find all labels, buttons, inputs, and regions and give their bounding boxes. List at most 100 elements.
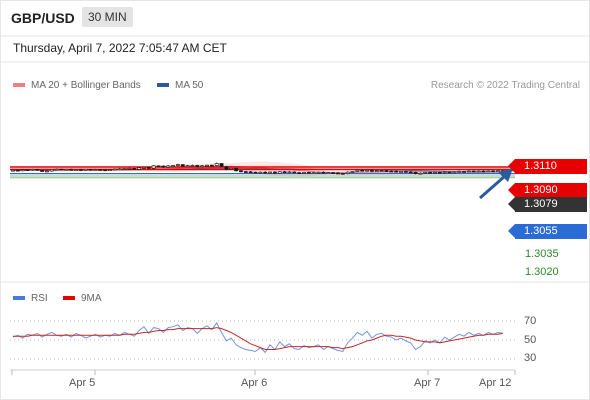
support-2-label: 1.3020 <box>525 266 559 278</box>
candle-body <box>132 167 137 170</box>
candle-body <box>336 172 340 175</box>
candle-body <box>263 171 268 174</box>
candle-body <box>462 171 467 173</box>
candle-body <box>166 165 171 168</box>
resistance-2-tag: 1.3110 <box>508 159 587 174</box>
candle-body <box>88 169 93 171</box>
candle-body <box>205 164 209 167</box>
candle-body <box>321 171 326 174</box>
candle-body <box>496 170 500 173</box>
candle-body <box>180 164 185 167</box>
candle-body <box>471 170 476 173</box>
candle-body <box>466 170 471 173</box>
forecast-arrow <box>479 174 506 200</box>
research-credit: Research © 2022 Trading Central <box>430 80 580 91</box>
candle-body <box>74 169 78 171</box>
legend-rsi: RSI <box>13 293 48 304</box>
x-tick-label: Apr 6 <box>241 377 268 389</box>
candle-body <box>11 169 15 172</box>
candle-body <box>369 169 374 172</box>
candle-body <box>345 171 350 174</box>
candle-body <box>108 169 112 171</box>
candle-body <box>239 170 243 173</box>
candle-body <box>433 172 437 174</box>
candle-body <box>268 171 273 174</box>
candle-body <box>297 172 302 174</box>
candle-body <box>476 170 481 173</box>
candle-body <box>486 170 491 173</box>
pivot-tag: 1.3055 <box>508 224 587 239</box>
rsi-ma-line <box>13 327 503 350</box>
legend-ma50-swatch <box>157 83 169 88</box>
rsi-level-30: 30 <box>524 352 537 364</box>
candle-body <box>399 171 403 173</box>
candle-body <box>272 171 277 174</box>
candle-body <box>282 171 287 174</box>
candle-body <box>394 170 399 173</box>
candle-body <box>306 172 311 174</box>
candle-body <box>93 169 98 171</box>
candle-body <box>15 169 20 172</box>
candle-body <box>117 168 122 171</box>
candle-body <box>350 171 355 173</box>
candle-body <box>248 171 253 174</box>
candle-body <box>83 169 88 171</box>
timeframe-badge[interactable]: 30 MIN <box>82 7 133 27</box>
legend-bollinger-swatch <box>13 83 25 88</box>
rsi-level-50: 50 <box>524 334 537 346</box>
x-tick-label: Apr 12 <box>479 377 512 389</box>
candle-body <box>146 166 151 169</box>
candle-body <box>311 172 316 174</box>
legend-rsi-ma-label: 9MA <box>81 293 102 304</box>
candle-body <box>326 172 331 174</box>
chart-header: GBP/USD 30 MIN <box>0 0 590 36</box>
candle-body <box>195 165 200 168</box>
rsi-level-70: 70 <box>524 315 537 327</box>
candle-body <box>413 171 418 174</box>
candle-body <box>175 164 180 166</box>
candle-body <box>185 165 190 168</box>
candle-body <box>127 167 132 170</box>
candle-body <box>44 170 49 173</box>
candle-body <box>340 173 345 175</box>
candle-body <box>277 171 282 174</box>
candle-body <box>35 168 40 171</box>
x-tick-label: Apr 5 <box>69 377 96 389</box>
candle-body <box>365 169 370 172</box>
candle-body <box>224 166 229 170</box>
candle-body <box>103 169 108 172</box>
candle-body <box>112 168 117 171</box>
candle-body <box>30 168 35 171</box>
candle-body <box>137 167 142 170</box>
candle-body <box>171 165 175 167</box>
candle-body <box>54 168 59 171</box>
candle-body <box>219 163 224 167</box>
candle-body <box>214 163 219 166</box>
candle-body <box>78 169 83 171</box>
candle-body <box>156 165 161 168</box>
candle-body <box>384 170 389 172</box>
candle-body <box>379 170 384 172</box>
candle-body <box>316 171 321 174</box>
candle-body <box>20 169 25 172</box>
candle-body <box>408 171 413 174</box>
candle-body <box>292 171 297 174</box>
candle-body <box>491 170 496 173</box>
candle-body <box>287 171 292 174</box>
candle-body <box>452 171 457 174</box>
candle-body <box>98 169 103 171</box>
legend-rsi-ma-swatch <box>63 296 75 301</box>
candle-body <box>59 168 64 171</box>
candle-body <box>355 169 360 172</box>
legend-rsi-swatch <box>13 296 25 301</box>
legend-rsi-label: RSI <box>31 293 48 304</box>
candle-body <box>447 171 452 174</box>
candle-body <box>69 169 74 171</box>
candle-body <box>122 168 127 170</box>
support-1-label: 1.3035 <box>525 248 559 260</box>
symbol-label: GBP/USD <box>11 10 75 26</box>
candle-body <box>374 170 379 173</box>
candle-body <box>437 172 442 174</box>
candle-body <box>209 164 214 167</box>
